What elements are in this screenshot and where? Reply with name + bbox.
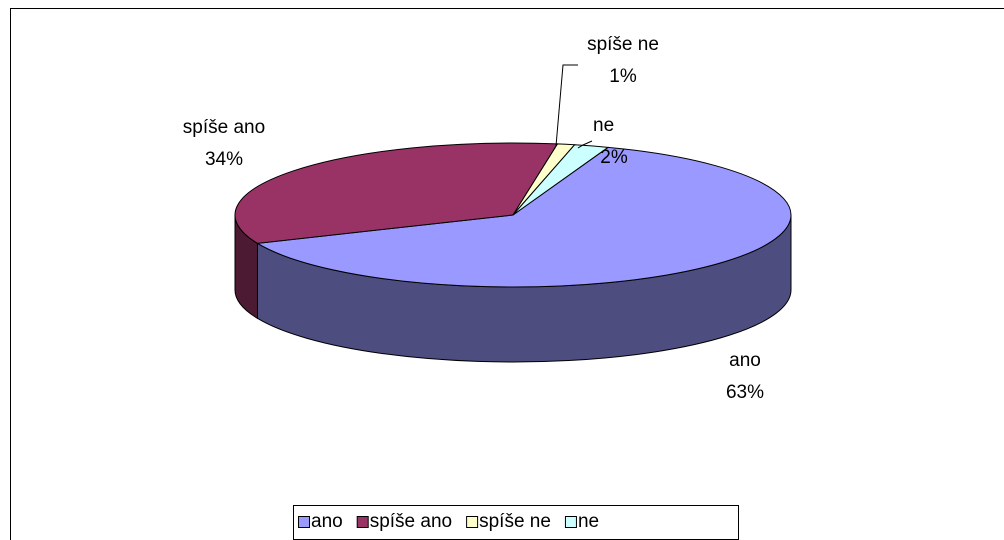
data-label-value: 2% <box>600 147 628 168</box>
pie-slice <box>234 142 559 244</box>
pie-slice <box>255 146 792 288</box>
data-label-name: spíše ne <box>587 34 659 55</box>
legend-swatch <box>564 516 577 528</box>
leader-line <box>577 140 593 149</box>
legend-swatch <box>466 516 479 528</box>
data-label-name: ano <box>729 350 761 371</box>
legend-swatch <box>356 516 369 528</box>
pie-sides <box>234 214 792 363</box>
legend-label: spíše ne <box>479 511 551 532</box>
data-label-name: ne <box>593 115 614 136</box>
data-label-value: 34% <box>205 149 243 170</box>
legend-label: ano <box>311 511 343 532</box>
pie-tops <box>234 142 792 288</box>
pie-slice <box>512 144 610 216</box>
data-label-value: 1% <box>609 66 637 87</box>
leader-line <box>555 64 578 147</box>
data-label-name: spíše ano <box>183 117 265 138</box>
legend-label: ne <box>578 511 599 532</box>
data-label-value: 63% <box>726 382 764 403</box>
legend: ano spíše ano spíše ne ne <box>298 511 599 532</box>
data-labels: ano 63% spíše ano 34% spíše ne 1% ne 2% <box>183 34 764 403</box>
legend-swatch <box>298 516 310 528</box>
legend-label: spíše ano <box>370 511 452 532</box>
